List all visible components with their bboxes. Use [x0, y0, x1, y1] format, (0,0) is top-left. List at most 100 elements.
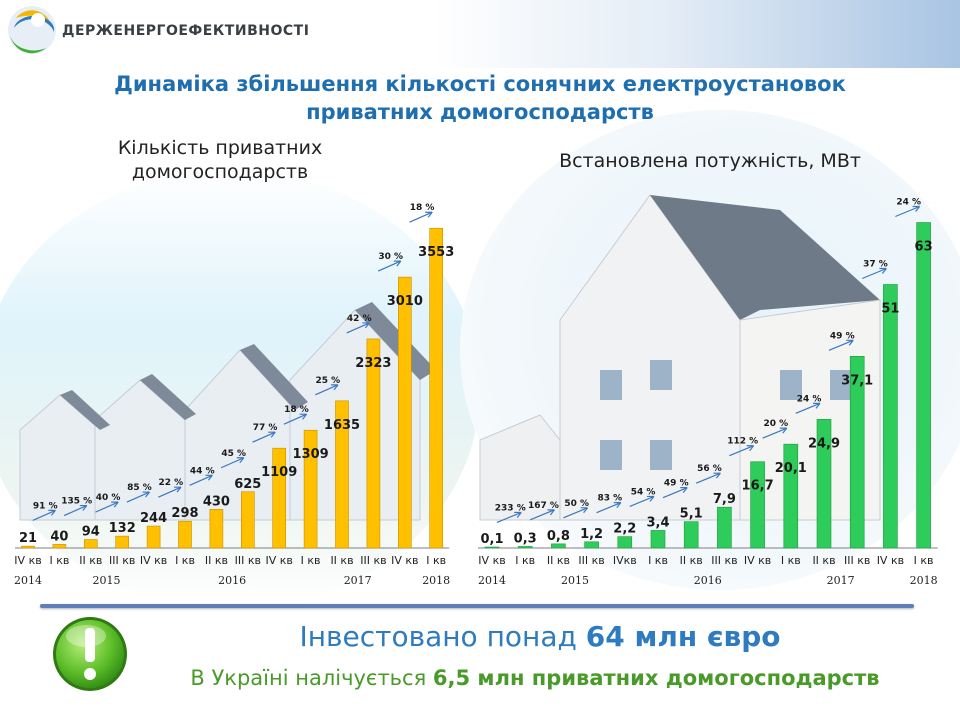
right-background — [460, 110, 960, 590]
growth-label: 49 % — [830, 331, 855, 341]
bar — [883, 284, 898, 549]
tick-label: IV кв — [14, 554, 41, 567]
logo-icon — [8, 6, 56, 54]
bar — [272, 447, 287, 549]
org-name: ДЕРЖЕНЕРГОЕФЕКТИВНОСТІ — [62, 23, 310, 39]
growth-label: 37 % — [863, 260, 888, 270]
year-label: 2017 — [344, 574, 372, 587]
tick-label: IV кв — [478, 554, 505, 567]
year-label: 2018 — [422, 574, 450, 587]
growth-arrow — [496, 511, 522, 524]
chart-power: 0,1 IV кв 0,3 I кв 0,8 II кв 1,2 III кв 2,2 IVкв 3… — [478, 198, 938, 587]
year-label: 2017 — [827, 574, 855, 587]
bar — [683, 521, 699, 549]
growth-arrowhead — [299, 413, 308, 420]
growth-arrowhead — [912, 205, 921, 212]
growth-arrow — [795, 402, 821, 414]
growth-label: 91 % — [33, 501, 58, 511]
bar — [517, 546, 533, 549]
growth-arrowhead — [547, 509, 555, 516]
tick-label: II кв — [680, 554, 703, 567]
tick-label: I кв — [175, 554, 195, 567]
tick-label: I кв — [301, 554, 321, 567]
growth-arrow — [596, 502, 622, 514]
data-label: 3553 — [418, 245, 454, 260]
data-label: 1635 — [324, 418, 360, 433]
growth-label: 42 % — [347, 314, 372, 324]
growth-arrowhead — [236, 457, 245, 464]
data-label: 63 — [915, 240, 933, 255]
growth-arrowhead — [268, 431, 276, 438]
bar — [584, 541, 599, 549]
data-label: 3,4 — [646, 515, 669, 530]
data-label: 430 — [203, 494, 230, 509]
growth-arrowhead — [205, 474, 213, 481]
growth-label: 77 % — [253, 423, 278, 433]
growth-label: 49 % — [664, 479, 689, 489]
year-label: 2015 — [93, 574, 121, 587]
tick-label: I кв — [648, 554, 668, 567]
growth-label: 44 % — [190, 466, 215, 476]
growth-arrow — [861, 267, 887, 280]
growth-arrow — [252, 431, 276, 443]
data-label: 16,7 — [742, 479, 774, 494]
year-label: 2015 — [561, 574, 589, 587]
tick-label: I кв — [515, 554, 535, 567]
tick-label: IV кв — [744, 554, 771, 567]
data-label: 0,1 — [480, 532, 503, 547]
bar — [84, 539, 98, 549]
growth-label: 167 % — [528, 501, 559, 511]
growth-arrowhead — [331, 384, 339, 391]
tick-label: III кв — [711, 554, 737, 567]
bar — [484, 546, 500, 549]
growth-arrowhead — [48, 509, 56, 516]
page-title: Динаміка збільшення кількості сонячних е… — [114, 72, 846, 124]
data-label: 2323 — [355, 356, 391, 371]
growth-label: 20 % — [764, 419, 789, 429]
bar — [115, 535, 129, 549]
growth-arrow — [662, 487, 688, 499]
growth-label: 24 % — [797, 394, 822, 404]
data-label: 0,3 — [514, 531, 537, 546]
data-label: 51 — [881, 302, 899, 317]
growth-arrow — [895, 205, 920, 218]
growth-arrow — [189, 474, 213, 486]
growth-arrow — [220, 457, 245, 469]
growth-label: 18 % — [410, 203, 435, 213]
data-label: 20,1 — [775, 461, 807, 476]
growth-label: 54 % — [631, 487, 656, 497]
bar — [650, 530, 666, 549]
investment-text: Інвестовано понад 64 млн євро — [299, 620, 781, 653]
tick-label: I кв — [781, 554, 801, 567]
tick-label: IV кв — [265, 554, 292, 567]
tick-label: III кв — [360, 554, 386, 567]
bar — [209, 508, 224, 549]
growth-arrow — [346, 322, 370, 334]
tick-label: II кв — [812, 554, 835, 567]
bar — [21, 545, 35, 549]
data-label: 24,9 — [808, 436, 840, 451]
data-label: 132 — [109, 521, 136, 536]
year-label: 2014 — [478, 574, 506, 587]
growth-arrow — [63, 504, 88, 517]
growth-arrow — [729, 445, 754, 457]
growth-arrow — [409, 211, 433, 223]
data-label: 40 — [50, 529, 68, 544]
growth-label: 112 % — [727, 437, 758, 447]
growth-arrowhead — [613, 502, 622, 509]
left-chart-title: Кількість приватних домогосподарств — [117, 137, 323, 183]
growth-label: 233 % — [495, 503, 526, 513]
bar — [551, 543, 566, 549]
divider — [40, 604, 914, 608]
bar — [178, 520, 192, 549]
bar — [916, 222, 931, 549]
growth-arrow — [529, 509, 555, 521]
bar — [750, 461, 765, 549]
tick-label: I кв — [49, 554, 69, 567]
bar — [366, 338, 381, 549]
growth-arrowhead — [680, 487, 688, 494]
data-label: 94 — [82, 525, 100, 540]
data-label: 244 — [140, 511, 167, 526]
right-chart-title: Встановлена потужність, МВт — [559, 150, 861, 172]
tick-label: I кв — [914, 554, 934, 567]
